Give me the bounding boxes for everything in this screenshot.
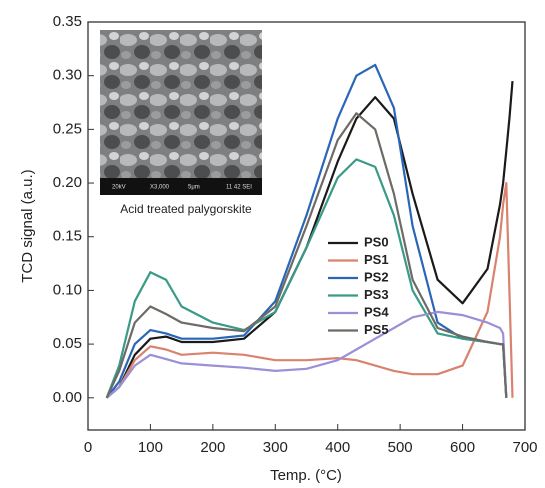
x-axis-title: Temp. (°C)	[270, 467, 342, 484]
legend-label: PS1	[364, 252, 389, 267]
series-line	[105, 158, 508, 399]
series-line	[105, 81, 514, 399]
legend-label: PS4	[364, 304, 389, 319]
x-tick-label: 300	[263, 439, 288, 456]
x-tick-label: 500	[388, 439, 413, 456]
inset-scale-text: 11 42 SEI	[226, 185, 252, 191]
inset-caption: Acid treated palygorskite	[120, 202, 252, 216]
y-tick-label: 0.25	[53, 120, 82, 137]
y-tick-label: 0.05	[53, 335, 82, 352]
y-tick-label: 0.00	[53, 389, 82, 406]
x-tick-label: 200	[200, 439, 225, 456]
x-tick-label: 700	[512, 439, 537, 456]
x-tick-label: 600	[450, 439, 475, 456]
inset-scale-text: 5μm	[188, 185, 200, 191]
x-tick-label: 0	[84, 439, 92, 456]
inset-scale-text: 20kV	[112, 185, 126, 191]
inset	[100, 30, 262, 195]
sem-image	[100, 30, 262, 195]
y-tick-label: 0.20	[53, 174, 82, 191]
inset-scale-text: X3,000	[150, 185, 170, 191]
plot-frame	[87, 21, 526, 431]
legend-label: PS3	[364, 287, 389, 302]
scale-bar-strip	[100, 178, 262, 195]
legend-label: PS0	[364, 234, 389, 249]
y-tick-label: 0.10	[53, 281, 82, 298]
legend-label: PS2	[364, 269, 389, 284]
y-tick-label: 0.30	[53, 67, 82, 84]
series-line	[105, 182, 514, 399]
x-tick-label: 100	[138, 439, 163, 456]
series-line	[105, 112, 508, 399]
series-line	[105, 310, 508, 399]
y-tick-label: 0.35	[53, 13, 82, 30]
y-tick-label: 0.15	[53, 228, 82, 245]
x-tick-label: 400	[325, 439, 350, 456]
y-axis-title: TCD signal (a.u.)	[19, 169, 36, 282]
legend-label: PS5	[364, 322, 389, 337]
